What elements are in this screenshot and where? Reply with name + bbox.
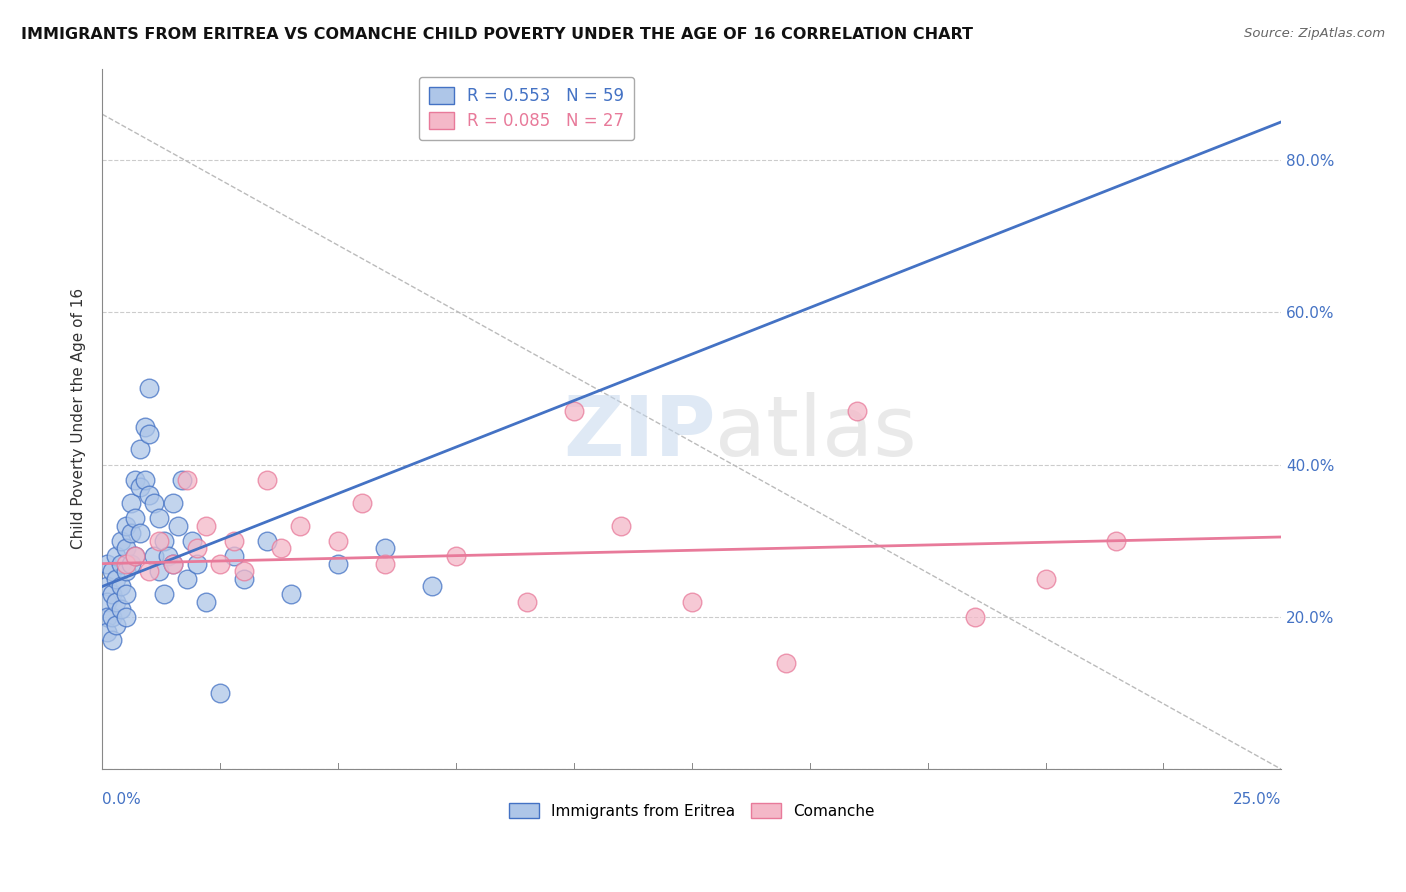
Point <box>110 557 132 571</box>
Point <box>845 404 868 418</box>
Point <box>256 533 278 548</box>
Point <box>134 419 156 434</box>
Point <box>138 564 160 578</box>
Point <box>96 580 118 594</box>
Point <box>610 518 633 533</box>
Point <box>105 572 128 586</box>
Point <box>152 533 174 548</box>
Point <box>110 580 132 594</box>
Point <box>516 595 538 609</box>
Point <box>124 549 146 563</box>
Point <box>124 549 146 563</box>
Point <box>180 533 202 548</box>
Text: 25.0%: 25.0% <box>1233 792 1281 807</box>
Point <box>775 656 797 670</box>
Point <box>270 541 292 556</box>
Point <box>374 541 396 556</box>
Text: Source: ZipAtlas.com: Source: ZipAtlas.com <box>1244 27 1385 40</box>
Point <box>124 473 146 487</box>
Point <box>1105 533 1128 548</box>
Point <box>110 533 132 548</box>
Point <box>100 610 122 624</box>
Point <box>195 595 218 609</box>
Point <box>148 533 170 548</box>
Point <box>186 557 208 571</box>
Point <box>224 549 246 563</box>
Point <box>422 580 444 594</box>
Point <box>176 572 198 586</box>
Point <box>114 541 136 556</box>
Point <box>138 427 160 442</box>
Text: ZIP: ZIP <box>562 392 716 474</box>
Point <box>114 587 136 601</box>
Point <box>114 518 136 533</box>
Text: atlas: atlas <box>716 392 917 474</box>
Point <box>350 496 373 510</box>
Point <box>120 557 142 571</box>
Point <box>562 404 585 418</box>
Point <box>148 564 170 578</box>
Y-axis label: Child Poverty Under the Age of 16: Child Poverty Under the Age of 16 <box>72 288 86 549</box>
Point <box>374 557 396 571</box>
Point <box>152 587 174 601</box>
Point <box>120 496 142 510</box>
Point <box>129 442 152 457</box>
Text: IMMIGRANTS FROM ERITREA VS COMANCHE CHILD POVERTY UNDER THE AGE OF 16 CORRELATIO: IMMIGRANTS FROM ERITREA VS COMANCHE CHIL… <box>21 27 973 42</box>
Text: 0.0%: 0.0% <box>103 792 141 807</box>
Point <box>326 533 349 548</box>
Point <box>100 564 122 578</box>
Point <box>176 473 198 487</box>
Point <box>444 549 467 563</box>
Point <box>134 473 156 487</box>
Point <box>143 549 166 563</box>
Point <box>124 511 146 525</box>
Point <box>105 617 128 632</box>
Point <box>157 549 180 563</box>
Point <box>209 686 232 700</box>
Point <box>100 632 122 647</box>
Point <box>326 557 349 571</box>
Point <box>96 625 118 640</box>
Point <box>209 557 232 571</box>
Point <box>290 518 312 533</box>
Point <box>129 526 152 541</box>
Point <box>186 541 208 556</box>
Point <box>232 564 254 578</box>
Point <box>681 595 703 609</box>
Point <box>129 480 152 494</box>
Point <box>100 587 122 601</box>
Point <box>143 496 166 510</box>
Point <box>280 587 302 601</box>
Point <box>224 533 246 548</box>
Point <box>96 595 118 609</box>
Point <box>166 518 188 533</box>
Point <box>162 557 184 571</box>
Point <box>120 526 142 541</box>
Point <box>138 381 160 395</box>
Point <box>195 518 218 533</box>
Point <box>96 610 118 624</box>
Point <box>162 557 184 571</box>
Point <box>232 572 254 586</box>
Point <box>162 496 184 510</box>
Point <box>963 610 986 624</box>
Point <box>1035 572 1057 586</box>
Point <box>172 473 194 487</box>
Point <box>110 602 132 616</box>
Point <box>114 564 136 578</box>
Point <box>256 473 278 487</box>
Point <box>105 595 128 609</box>
Point <box>114 610 136 624</box>
Point <box>148 511 170 525</box>
Legend: Immigrants from Eritrea, Comanche: Immigrants from Eritrea, Comanche <box>502 797 882 825</box>
Point <box>138 488 160 502</box>
Point <box>105 549 128 563</box>
Point <box>96 557 118 571</box>
Point <box>114 557 136 571</box>
